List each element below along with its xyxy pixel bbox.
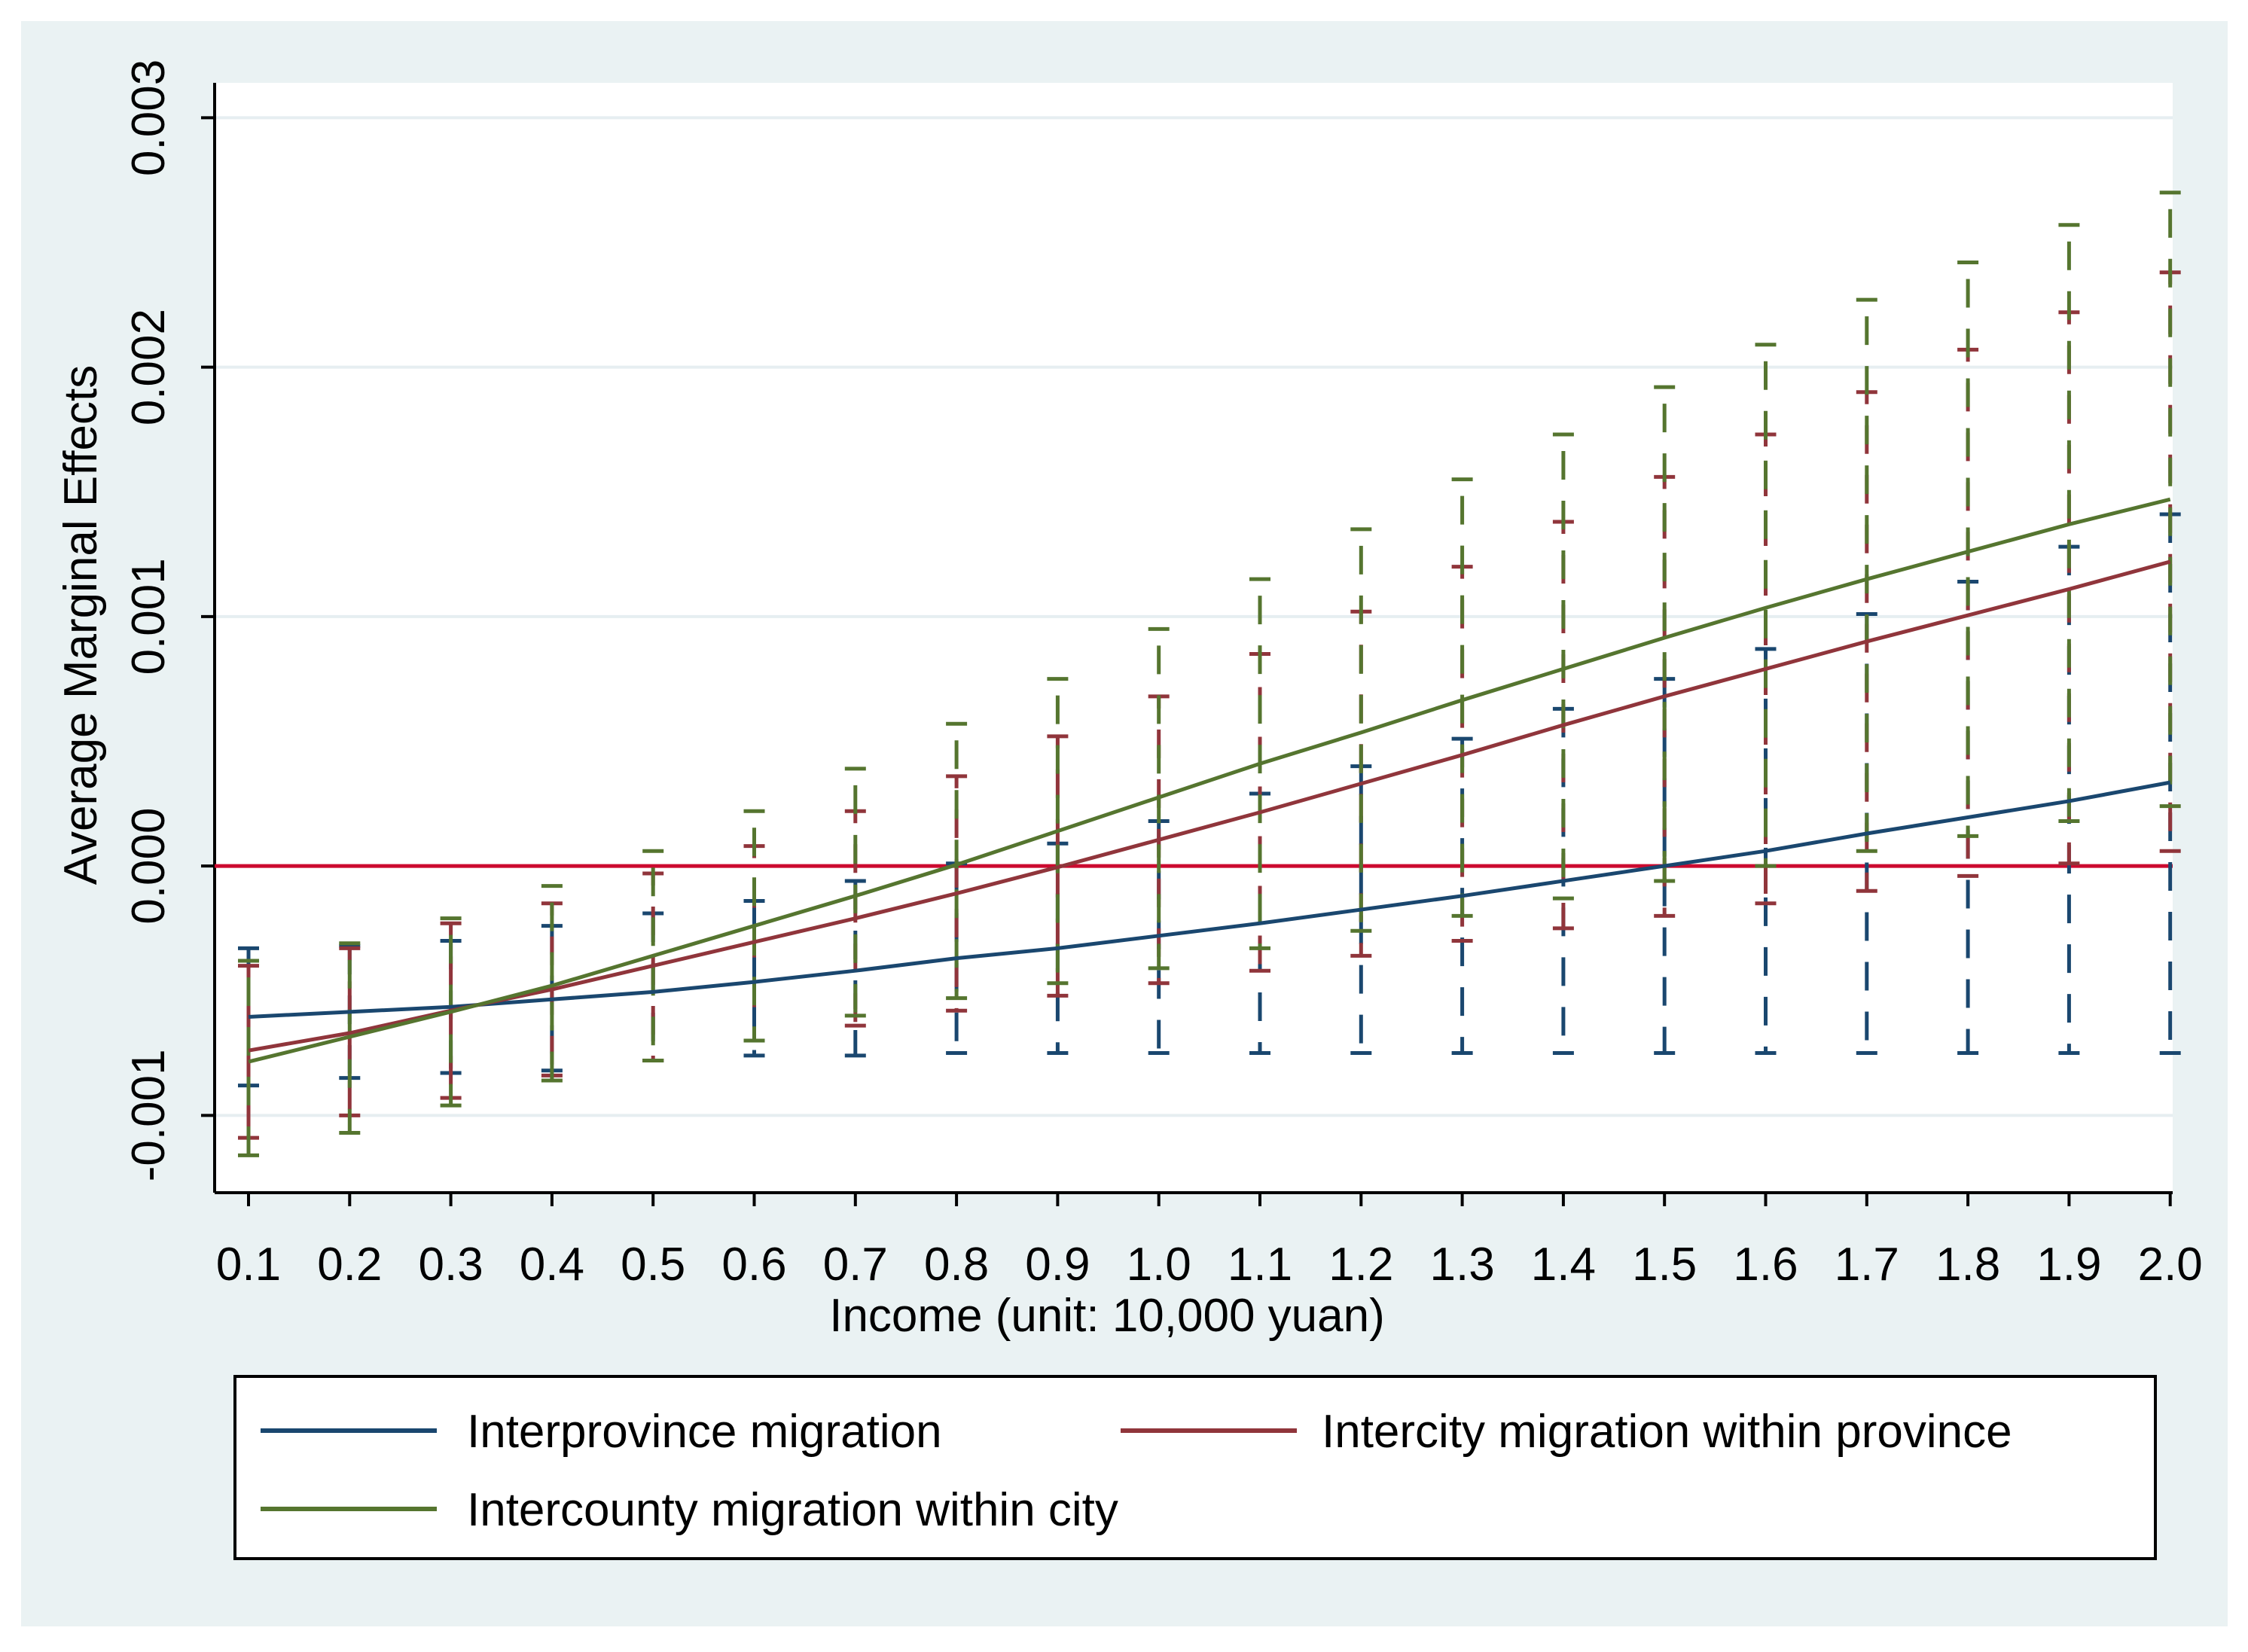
y-tick-label: 0.003 bbox=[123, 59, 175, 176]
x-tick-label: 0.3 bbox=[418, 1239, 483, 1291]
x-axis-ticks: 0.1 0.2 0.3 0.4 0.5 0.6 0.7 0.8 0.9 1.0 1.1 1.2 1.3 1… bbox=[216, 1193, 2203, 1291]
y-axis-title: Average Marginal Effects bbox=[55, 365, 107, 885]
legend-box bbox=[233, 1375, 2157, 1560]
x-tick-label: 1.8 bbox=[1935, 1239, 2000, 1291]
series-lines bbox=[248, 497, 2171, 1064]
x-tick-label: 1.2 bbox=[1328, 1239, 1393, 1291]
y-tick-label: 0.000 bbox=[123, 808, 175, 925]
legend-label-intercounty: Intercounty migration within city bbox=[467, 1484, 1118, 1536]
series-line-interprovince-migration bbox=[248, 780, 2171, 1019]
y-tick-label: -0.001 bbox=[123, 1049, 175, 1181]
x-tick-label: 1.6 bbox=[1733, 1239, 1798, 1291]
series-line-intercounty-migration-within-city bbox=[248, 497, 2171, 1064]
x-tick-label: 1.9 bbox=[2036, 1239, 2101, 1291]
x-axis-title: Income (unit: 10,000 yuan) bbox=[829, 1290, 1385, 1342]
x-tick-label: 0.1 bbox=[216, 1239, 281, 1291]
x-tick-label: 1.1 bbox=[1228, 1239, 1292, 1291]
x-tick-label: 0.5 bbox=[621, 1239, 685, 1291]
x-tick-label: 0.2 bbox=[317, 1239, 382, 1291]
x-tick-label: 0.6 bbox=[721, 1239, 786, 1291]
x-tick-label: 1.7 bbox=[1835, 1239, 1899, 1291]
legend: Interprovince migration Intercity migrat… bbox=[233, 1375, 2157, 1560]
x-tick-label: 1.3 bbox=[1429, 1239, 1494, 1291]
legend-label-intercity: Intercity migration within province bbox=[1322, 1406, 2012, 1458]
series-line-intercity-migration-within-province bbox=[248, 559, 2171, 1053]
x-tick-label: 1.5 bbox=[1632, 1239, 1697, 1291]
y-tick-label: 0.001 bbox=[123, 558, 175, 675]
x-tick-label: 1.4 bbox=[1531, 1239, 1596, 1291]
x-tick-label: 0.9 bbox=[1025, 1239, 1090, 1291]
legend-label-interprovince: Interprovince migration bbox=[467, 1406, 942, 1458]
x-tick-label: 1.0 bbox=[1127, 1239, 1191, 1291]
plot-area bbox=[215, 83, 2173, 1193]
y-tick-label: 0.002 bbox=[123, 309, 175, 425]
x-tick-label: 2.0 bbox=[2138, 1239, 2203, 1291]
axes bbox=[213, 83, 2173, 1194]
y-axis-ticks: -0.001 0.000 0.001 0.002 0.003 bbox=[123, 59, 215, 1181]
x-tick-label: 0.4 bbox=[520, 1239, 584, 1291]
x-tick-label: 0.8 bbox=[924, 1239, 989, 1291]
x-tick-label: 0.7 bbox=[823, 1239, 888, 1291]
